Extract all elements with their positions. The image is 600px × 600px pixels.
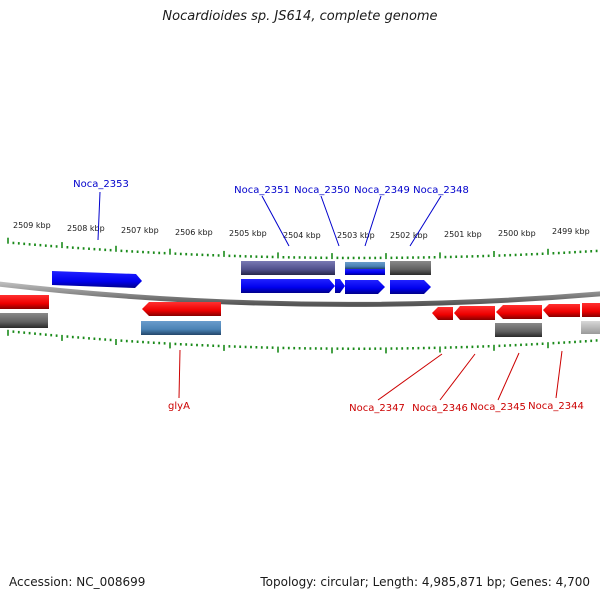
- scale-label: 2501 kbp: [444, 230, 482, 239]
- gene-feature-glya-product[interactable]: [141, 321, 221, 335]
- gene-label-noca-2347[interactable]: Noca_2347: [349, 403, 405, 414]
- gene-feature-noca-2348[interactable]: [390, 280, 431, 294]
- gene-feature-noca-2345[interactable]: [496, 305, 542, 319]
- genome-backbone: [0, 281, 600, 307]
- leader-noca-2350: [320, 195, 340, 247]
- gene-label-noca-2351[interactable]: Noca_2351: [234, 185, 290, 196]
- accession-label: Accession: NC_008699: [9, 575, 146, 589]
- gene-feature-glya[interactable]: [142, 302, 221, 316]
- gene-feature-noca-2344[interactable]: [543, 304, 580, 317]
- leader-noca-2347: [377, 353, 443, 401]
- reverse-strand-features: [0, 295, 600, 337]
- scale-label: 2502 kbp: [390, 231, 428, 240]
- gene-feature-noca-2350[interactable]: [335, 279, 345, 293]
- gene-feature-right-edge[interactable]: [582, 303, 600, 317]
- gene-feature-noca-2348-product[interactable]: [390, 261, 431, 275]
- scale-label: 2508 kbp: [67, 224, 105, 233]
- genome-summary: Topology: circular; Length: 4,985,871 bp…: [260, 575, 590, 589]
- leader-noca-2346: [439, 353, 476, 401]
- forward-strand-features: [52, 261, 431, 294]
- map-title: Nocardioides sp. JS614, complete genome: [162, 9, 438, 24]
- gene-feature-noca-2345-product[interactable]: [495, 323, 542, 337]
- gene-feature-noca-2346[interactable]: [454, 306, 495, 320]
- scale-ticks-bottom: [7, 329, 598, 354]
- gene-label-noca-2344[interactable]: Noca_2344: [528, 401, 584, 412]
- gene-feature-noca-2347[interactable]: [432, 307, 453, 320]
- gene-feature-left-edge[interactable]: [0, 295, 49, 309]
- gene-feature-noca-2353[interactable]: [52, 271, 142, 288]
- gene-feature-noca-2351[interactable]: [241, 279, 335, 293]
- gene-feature-noca-2351-product[interactable]: [241, 261, 335, 275]
- gene-label-glya[interactable]: glyA: [168, 401, 190, 412]
- leader-noca-2351: [261, 195, 290, 247]
- gene-feature-noca-2349-product-2[interactable]: [345, 269, 385, 275]
- leader-noca-2345: [497, 352, 520, 401]
- scale-label: 2504 kbp: [283, 231, 321, 240]
- leader-noca-2349: [364, 195, 382, 247]
- scale-labels: 2509 kbp 2508 kbp 2507 kbp 2506 kbp 2505…: [13, 221, 590, 240]
- scale-label: 2505 kbp: [229, 229, 267, 238]
- gene-label-noca-2346[interactable]: Noca_2346: [412, 403, 468, 414]
- gene-label-noca-2349[interactable]: Noca_2349: [354, 185, 410, 196]
- gene-label-noca-2345[interactable]: Noca_2345: [470, 402, 526, 413]
- leader-noca-2353: [97, 191, 101, 241]
- scale-ticks-top: [7, 237, 598, 260]
- gene-label-noca-2350[interactable]: Noca_2350: [294, 185, 350, 196]
- scale-label: 2503 kbp: [337, 231, 375, 240]
- gene-label-noca-2353[interactable]: Noca_2353: [73, 179, 129, 190]
- leader-glya: [178, 349, 181, 399]
- scale-label: 2509 kbp: [13, 221, 51, 230]
- scale-label: 2500 kbp: [498, 229, 536, 238]
- gene-feature-noca-2349-product[interactable]: [345, 262, 385, 269]
- scale-label: 2499 kbp: [552, 227, 590, 236]
- leader-noca-2344: [555, 350, 563, 399]
- forward-gene-labels: Noca_2353 Noca_2351 Noca_2350 Noca_2349 …: [73, 179, 469, 196]
- gene-feature-right-edge-product[interactable]: [581, 321, 600, 334]
- leader-noca-2348: [409, 195, 442, 247]
- gene-label-noca-2348[interactable]: Noca_2348: [413, 185, 469, 196]
- scale-label: 2507 kbp: [121, 226, 159, 235]
- scale-label: 2506 kbp: [175, 228, 213, 237]
- label-leaders: [97, 191, 563, 401]
- gene-feature-left-edge-product[interactable]: [0, 313, 48, 328]
- reverse-gene-labels: glyA Noca_2347 Noca_2346 Noca_2345 Noca_…: [168, 401, 584, 414]
- gene-feature-noca-2349[interactable]: [345, 280, 385, 294]
